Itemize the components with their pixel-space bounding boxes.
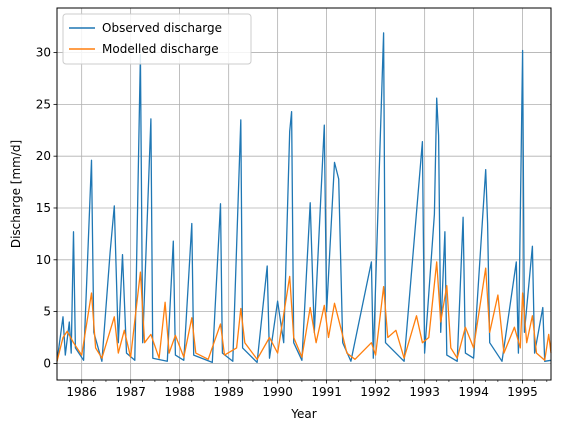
x-tick-label: 1987 [115,385,146,399]
y-tick-label: 25 [36,97,51,111]
y-tick-label: 30 [36,46,51,60]
x-tick-label: 1992 [360,385,391,399]
x-tick-label: 1991 [311,385,342,399]
x-tick-label: 1986 [66,385,97,399]
y-tick-label: 5 [43,305,51,319]
plot-frame [56,7,552,381]
y-axis-label: Discharge [mm/d] [9,140,23,248]
x-tick-label: 1989 [213,385,244,399]
y-tick-label: 15 [36,201,51,215]
y-tick-label: 0 [43,356,51,370]
y-tick-label: 10 [36,253,51,267]
legend-label-observed: Observed discharge [102,21,222,35]
x-tick-label: 1993 [409,385,440,399]
modelled-discharge-line [56,261,552,362]
legend: Observed discharge Modelled discharge [62,13,252,65]
y-tick-label: 20 [36,149,51,163]
y-axis-ticks: 0 5 10 15 20 25 30 [36,46,57,370]
x-tick-label: 1995 [507,385,538,399]
x-tick-label: 1988 [164,385,195,399]
legend-box [62,13,252,65]
observed-discharge-line [56,32,552,364]
x-axis-ticks: 1986 1987 1988 1989 1990 1991 1992 1993 1994 1995 [66,380,548,399]
x-tick-label: 1994 [458,385,489,399]
x-tick-label: 1990 [262,385,293,399]
x-axis-label: Year [290,407,316,421]
legend-label-modelled: Modelled discharge [102,42,219,56]
series-lines [56,32,552,364]
